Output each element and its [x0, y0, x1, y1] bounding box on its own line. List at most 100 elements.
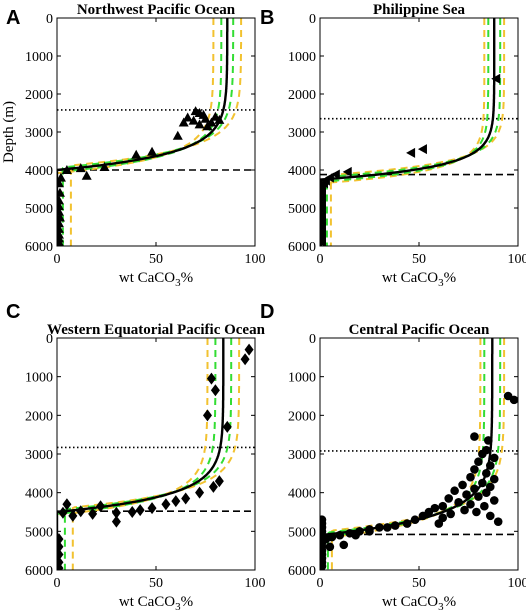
x-axis-label: wt CaCO3% — [119, 594, 193, 613]
data-point — [111, 506, 121, 519]
confidence-band-green — [57, 18, 223, 174]
panel-letter: A — [6, 7, 20, 29]
y-tick-label: 1000 — [288, 50, 316, 65]
confidence-band-green — [57, 338, 217, 515]
data-point — [99, 161, 110, 171]
data-point — [62, 498, 72, 511]
data-point — [470, 465, 479, 474]
data-point — [200, 113, 211, 123]
data-point — [188, 115, 199, 125]
x-axis-label-main: wt CaCO — [382, 594, 438, 610]
x-tick-label: 50 — [412, 576, 426, 591]
data-point — [194, 119, 205, 129]
data-point — [161, 498, 171, 511]
x-axis-label-subscript: 3 — [175, 601, 181, 613]
data-point — [58, 506, 68, 519]
model-fit-line — [57, 18, 229, 246]
panel-title: Central Pacific Ocean — [349, 322, 490, 338]
x-axis-label-main: wt CaCO — [119, 270, 175, 286]
x-axis-label-subscript: 3 — [438, 277, 444, 289]
data-point — [462, 490, 471, 499]
data-point — [482, 469, 491, 478]
data-point — [485, 461, 495, 470]
panel-letter: C — [6, 301, 20, 323]
data-point — [410, 515, 420, 525]
y-tick-label: 3000 — [25, 448, 53, 463]
data-point — [222, 420, 232, 433]
data-point — [489, 496, 499, 505]
data-point — [135, 504, 145, 517]
data-point — [96, 500, 106, 513]
confidence-band-green — [320, 18, 490, 183]
x-tick-label: 50 — [149, 252, 163, 267]
x-axis-label-subscript: 3 — [175, 277, 181, 289]
x-axis-label-main: wt CaCO — [119, 594, 175, 610]
y-tick-label: 6000 — [25, 564, 53, 579]
confidence-band-green — [325, 18, 502, 246]
x-tick-label: 50 — [149, 576, 163, 591]
confidence-band-green — [326, 338, 502, 570]
data-point — [446, 509, 455, 519]
data-point — [68, 509, 78, 522]
data-point — [178, 117, 189, 127]
y-tick-label: 2000 — [288, 88, 316, 103]
data-point — [127, 506, 137, 518]
x-tick-label: 100 — [245, 252, 266, 267]
data-point — [478, 478, 487, 488]
confidence-band-yellow — [320, 338, 482, 540]
data-point — [61, 165, 72, 174]
axes-frame — [319, 17, 519, 247]
confidence-band-green — [63, 338, 233, 570]
data-point — [509, 395, 518, 405]
data-point — [484, 436, 493, 445]
data-point — [210, 384, 220, 397]
data-point — [171, 495, 181, 508]
data-point — [390, 521, 400, 530]
data-point — [75, 163, 86, 173]
confidence-band-yellow — [69, 18, 243, 246]
data-point — [131, 149, 142, 159]
y-tick-label: 0 — [46, 12, 53, 27]
x-tick-label: 100 — [508, 576, 526, 591]
y-tick-label: 4000 — [25, 487, 53, 502]
y-tick-label: 0 — [309, 12, 316, 27]
y-tick-label: 4000 — [25, 164, 53, 179]
axes-frame — [56, 17, 256, 247]
data-point — [182, 112, 193, 122]
plot-area — [57, 338, 255, 570]
data-point — [214, 114, 225, 124]
data-point — [202, 121, 213, 131]
x-tick-label: 0 — [317, 576, 324, 591]
data-point — [240, 353, 250, 366]
confidence-band-green — [61, 18, 235, 246]
data-point — [57, 237, 64, 246]
data-point — [320, 561, 327, 570]
data-point — [474, 492, 483, 501]
data-point — [485, 511, 495, 521]
y-tick-label: 0 — [46, 332, 53, 347]
y-tick-label: 3000 — [25, 126, 53, 141]
data-point — [375, 523, 384, 532]
data-point — [208, 480, 218, 493]
plot-area — [57, 18, 255, 246]
y-tick-label: 4000 — [288, 164, 316, 179]
data-point — [418, 511, 428, 521]
y-tick-label: 2000 — [25, 409, 53, 424]
y-tick-label: 2000 — [288, 409, 316, 424]
data-point — [244, 343, 254, 356]
data-point — [181, 492, 191, 505]
data-point — [438, 501, 448, 511]
data-point — [406, 147, 416, 158]
y-tick-label: 1000 — [25, 371, 53, 386]
x-axis-label: wt CaCO3% — [119, 270, 193, 289]
data-point — [458, 480, 467, 490]
x-axis-label-subscript: 3 — [438, 601, 444, 613]
data-point — [489, 453, 499, 463]
data-point — [383, 523, 392, 532]
data-point — [202, 409, 212, 422]
data-point — [470, 484, 479, 494]
